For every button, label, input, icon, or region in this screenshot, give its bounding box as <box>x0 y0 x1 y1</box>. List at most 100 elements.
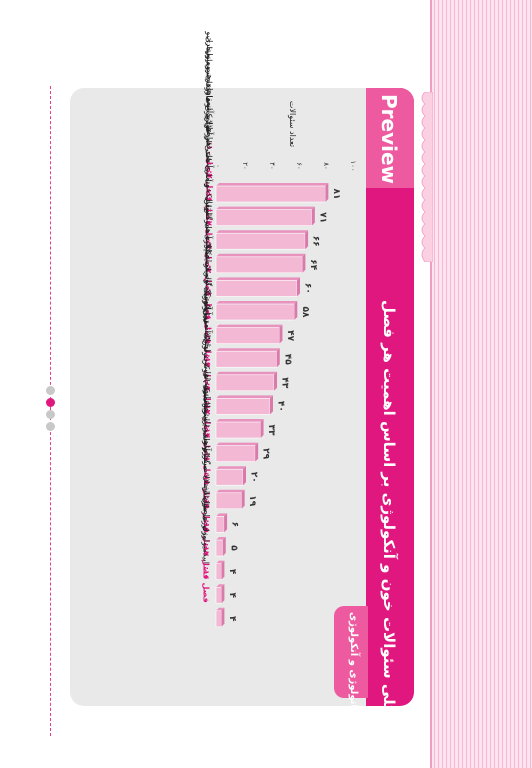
bar <box>215 516 225 533</box>
bar-top-face <box>216 513 228 517</box>
category-label: فصل ۱۴: سرطان ریه <box>203 384 212 462</box>
bar <box>215 610 222 628</box>
category-chapter: فصل ۳: <box>204 262 213 296</box>
category-name: سندرم های پارانئوپلاستیک اندوکرینولوژیک … <box>202 287 211 470</box>
bar-top-face <box>216 206 315 210</box>
bar-top-face <box>216 466 246 470</box>
category-chapter: فصل ۱۴: <box>203 422 212 461</box>
category-chapter: فصل ۷: <box>204 215 213 249</box>
category-name: اختلالات گرانولوسیت و منوسیت <box>202 387 212 493</box>
category-chapter: فصل ۸: <box>204 309 213 343</box>
category-label: فصل ۱۸: سندرم های پارانئوپلاستیک اندوکری… <box>202 287 211 508</box>
bar-side-face <box>305 230 309 250</box>
axis-title: تعداد سئوالات <box>288 101 297 147</box>
category-name: آنمی آپلاستیک و میلودیسپلازی <box>203 234 213 334</box>
bar-side-face <box>241 489 245 509</box>
bar-side-face <box>274 371 278 391</box>
page-dot-active <box>46 398 55 407</box>
category-name: لوسمی میلوئید مزمن <box>203 309 212 380</box>
bar-value-label: ۳۳ <box>266 425 276 436</box>
bar-top-face <box>216 442 259 446</box>
category-label: فصل ۱۶: اپیدمیولوژی سرطان <box>201 497 210 603</box>
bar-value-label: ۴۵ <box>282 354 292 365</box>
bar-value-label: ۸۱ <box>331 189 341 200</box>
page-dot <box>46 422 55 431</box>
category-chapter: فصل ۱۳: <box>203 352 212 391</box>
page-edge-tabs <box>421 92 433 262</box>
category-chapter: فصل ۴: <box>204 238 213 272</box>
bar-side-face <box>243 466 246 486</box>
bar-top-face <box>216 324 283 328</box>
bar-side-face <box>224 513 228 533</box>
bar-side-face <box>222 537 226 556</box>
bar-side-face <box>294 301 298 320</box>
bar-value-label: ۷۱ <box>317 212 327 223</box>
bar-side-face <box>302 253 306 273</box>
category-chapter: فصل ۲: <box>205 168 214 202</box>
category-label: فصل ۶: لوسمی میلوئید حاد <box>204 223 213 320</box>
category-name: بیماری های هموستاتیک و داروهای ضدانعقادی <box>205 37 214 187</box>
bar <box>215 350 278 368</box>
bar-side-face <box>255 442 259 462</box>
category-name: لوسمی میلوئید حاد <box>204 223 213 286</box>
bar-value-label: ۴۰ <box>276 401 286 412</box>
bar-side-face <box>297 277 300 297</box>
bar <box>215 374 275 392</box>
bar-side-face <box>270 395 273 415</box>
category-name: بیولوژی سرطان <box>202 487 211 541</box>
axis-tick-label: ۶۰ <box>295 162 303 170</box>
category-name: آنمی و پلی سیتمی <box>202 389 212 451</box>
bar <box>215 563 222 580</box>
category-label: فصل ۷: انتقال خون <box>204 178 213 249</box>
category-chapter: فصل ۱۲: <box>203 399 212 438</box>
category-label: فصل ۱: آنمی و پلی سیتمی <box>202 389 212 485</box>
bar-top-face <box>216 253 306 257</box>
category-label: فصل ۳: اختلالات هموگلوبین <box>204 199 214 296</box>
category-chapter: فصل ۶: <box>204 286 213 320</box>
bar-value-label: ۶۴ <box>308 259 318 270</box>
category-label: فصل ۴: آنمی همولیتیک و آنمی ناشی از خونر… <box>204 92 214 273</box>
bar-top-face <box>216 230 309 234</box>
category-label: فصل ۱۳: اختلالات ترومبوتیک <box>203 289 212 390</box>
bar <box>215 539 224 557</box>
bar-value-label: ۵۸ <box>300 307 310 318</box>
category-label: فصل ۱۷: بیولوژی سرطان <box>202 487 211 580</box>
category-name: آنمی مگالوبلاستیک <box>204 248 214 310</box>
axis-tick-label: ۸۰ <box>322 162 330 170</box>
bar-top-face <box>216 348 280 352</box>
bar <box>215 327 280 344</box>
category-label: فصل ۵: آنمی آپلاستیک و میلودیسپلازی <box>203 234 213 367</box>
page-dot <box>46 386 55 395</box>
bar <box>215 303 295 321</box>
axis-tick-label: ۴۰ <box>268 162 276 170</box>
bar-top-face <box>216 301 298 304</box>
bar <box>215 280 298 297</box>
category-chapter: فصل ۱۶: <box>201 564 210 603</box>
category-label: فصل ۱۹: اختلالات گرانولوسیت و منوسیت <box>202 387 212 532</box>
category-chapter: فصل ۱۹: <box>202 493 211 532</box>
bar-side-face <box>276 348 280 368</box>
bar-value-label: ۴۳ <box>280 377 290 388</box>
axis-tick-label: ۰ <box>214 164 222 168</box>
preview-badge <box>366 88 414 188</box>
category-name: اختلالات انعقادی و ترومبوز <box>205 50 214 139</box>
category-chapter: فصل ۵: <box>203 333 212 367</box>
bar-top-face <box>216 584 225 588</box>
bar-value-label: ۲۰ <box>249 472 259 483</box>
category-chapter: فصل ۱۰: <box>205 139 214 178</box>
axis-tick-label: ۱۰۰ <box>349 160 357 171</box>
bar-top-face <box>216 277 300 281</box>
bar-top-face <box>216 395 273 399</box>
bar-value-label: ۶۶ <box>311 236 321 247</box>
category-chapter: فصل ۹: <box>203 380 212 414</box>
category-chapter: فصل ۱۵: <box>202 517 211 556</box>
category-label: فصل ۱۵: اصول درمان سرطان <box>202 447 211 556</box>
bar <box>215 185 326 203</box>
bar-value-label: ۴۷ <box>285 330 295 341</box>
section-tag <box>334 606 368 698</box>
header-bar <box>366 88 414 706</box>
bar <box>215 492 242 510</box>
page-dot <box>46 410 55 419</box>
page-edge-border <box>430 0 432 768</box>
